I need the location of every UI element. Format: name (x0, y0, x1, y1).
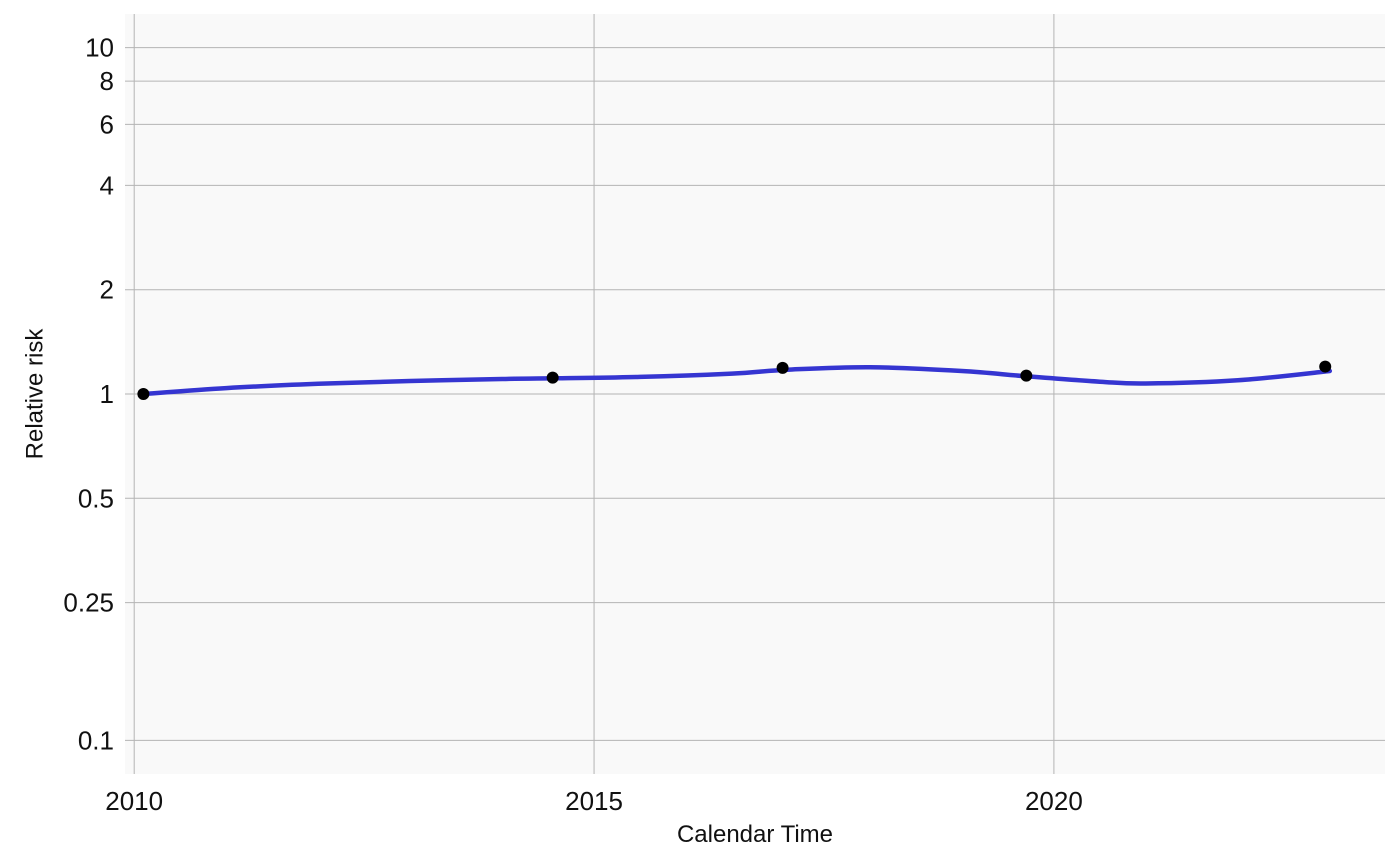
data-points (137, 360, 1332, 400)
data-point (137, 388, 150, 400)
y-tick-label: 1 (100, 379, 114, 409)
y-tick-label: 10 (85, 33, 114, 63)
y-axis-title: Relative risk (21, 328, 48, 460)
data-point (1319, 360, 1332, 373)
y-tick-label: 2 (100, 275, 114, 305)
y-tick-label: 0.1 (78, 725, 114, 755)
x-tick-label: 2010 (105, 786, 163, 816)
y-tick-label: 0.5 (78, 483, 114, 513)
y-tick-label: 8 (100, 66, 114, 96)
y-tick-label: 0.25 (63, 588, 114, 618)
x-tick-label: 2015 (565, 786, 623, 816)
data-point (546, 371, 559, 384)
x-tick-label: 2020 (1025, 786, 1083, 816)
x-axis-title: Calendar Time (677, 821, 833, 848)
data-point (1020, 369, 1033, 382)
y-tick-label: 4 (100, 170, 114, 200)
relative-risk-curve (141, 364, 1333, 397)
y-tick-label: 6 (100, 109, 114, 139)
tick-labels: 2010 2015 2020 0.1 0.25 0.5 1 2 4 6 810 (63, 33, 1082, 816)
data-point (776, 361, 789, 374)
gridlines (125, 14, 1385, 774)
